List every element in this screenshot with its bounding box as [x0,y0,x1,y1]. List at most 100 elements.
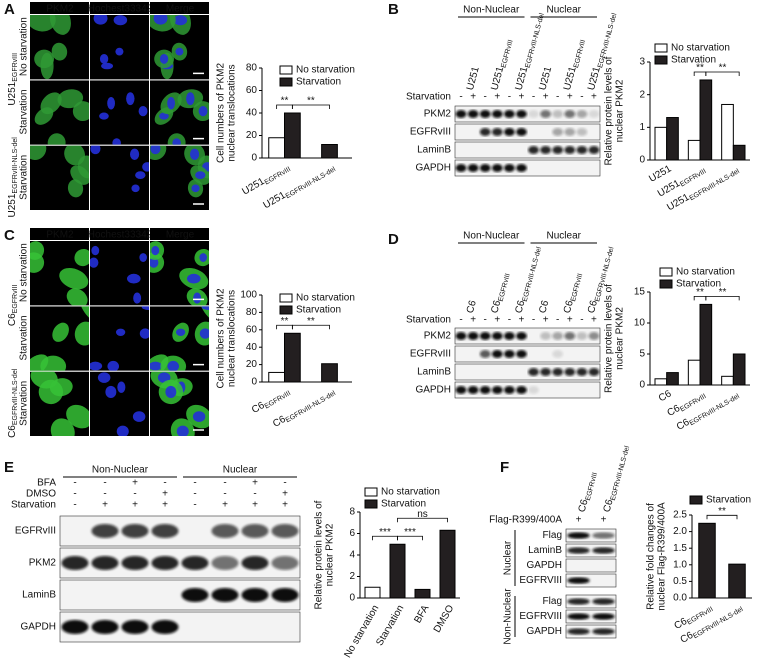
band-label: GAPDH [526,626,562,637]
channel-label: Hochest33342 [88,230,153,241]
micrograph [30,80,89,145]
x-tick-label-base: C6 [675,416,692,432]
treatment-sign: + [132,478,138,489]
channel-label: PKM2 [46,4,74,15]
x-tick-label-sub: EGFRvIII [679,168,707,188]
y-tick-label: 0 [251,153,257,164]
treatment-sign: + [494,92,500,103]
lane-label-base: C6 [576,498,590,514]
lane-label: C6EGFRvIII [576,470,599,513]
nucleus [157,372,171,383]
band [503,164,515,172]
treatment-sign: - [459,92,462,103]
band-label: PKM2 [424,331,452,342]
band [588,332,600,340]
cell [47,133,66,145]
nucleus [99,53,109,64]
treatment-sign: - [193,489,196,500]
y-tick-label: 3 [639,57,645,68]
band [479,128,491,136]
cell [50,418,75,436]
treatment-sign: - [580,92,583,103]
nucleus [139,253,147,262]
micrograph-bg [90,306,149,371]
condition-label: No starvation [19,17,30,76]
cell [30,15,56,32]
treatment-sign: - [73,500,76,511]
treatment-sign: + [519,92,525,103]
x-tick-label-base: U251 [261,189,288,211]
bar [666,372,679,386]
band [491,110,503,118]
band [467,386,479,394]
panel-label: F [500,459,509,476]
treatment-sign: + [470,92,476,103]
bar [732,144,746,161]
band [540,332,552,340]
channel-header [150,2,209,14]
band [588,146,600,154]
x-tick-label: C6EGFRvIII-NLS-del [271,385,337,430]
cell-line-label-base: U251 [7,81,18,105]
treatment-sign: + [591,92,597,103]
nucleus [167,96,175,110]
blot-strip [565,558,617,573]
x-tick-label-sub: EGFRvIII-NLS-del [285,166,338,200]
band [567,613,590,620]
cell-line-label: C6EGFRvIII [7,284,19,326]
band [503,110,515,118]
band [241,523,269,539]
band [564,146,576,154]
nucleus [115,47,124,56]
sig-bracket [291,104,330,109]
treatment-sign: - [532,92,535,103]
lane-label-sub: EGFRvIII [497,273,511,303]
bar [439,529,456,599]
band-label: Flag [543,530,562,541]
y-axis-label: nuclear translocations [227,64,238,161]
x-tick-label-base: U251 [240,176,267,198]
panel-label: C [4,227,15,244]
lane-label: U251EGFRvIII [562,38,587,92]
band-label: LaminB [417,367,451,378]
nucleus [151,245,160,256]
cell [57,89,84,109]
bar [414,588,431,599]
band [455,332,467,340]
micrograph [150,80,209,145]
lane-label: C6EGFRvIII [562,271,585,314]
channel-header [30,2,89,14]
legend-label: No starvation [676,267,735,278]
treatment-sign: - [223,489,226,500]
y-tick-label: 0.5 [673,576,687,587]
band [271,587,299,603]
y-tick-label: 8 [349,507,355,518]
legend-label: Starvation [296,305,341,316]
y-tick-label: 0 [639,380,645,391]
nucleus [97,372,111,383]
treatment-sign: - [484,92,487,103]
cell [51,42,68,61]
micrograph [150,15,209,80]
fraction-label: Nuclear [547,231,582,242]
nucleus [195,171,206,180]
band [479,110,491,118]
bar [389,543,406,599]
band [552,146,564,154]
y-tick-label: 15 [634,287,646,298]
band [503,332,515,340]
micrograph [90,15,149,80]
x-tick-label-sub: EGFRvIII [263,390,291,410]
y-tick-label: 40 [246,108,258,119]
bar [698,522,716,599]
band [151,523,179,539]
treatment-sign: - [193,500,196,511]
band [540,368,552,376]
treatment-label: Starvation [406,315,451,326]
lane-label: C6 [537,299,551,315]
micrograph [30,371,89,436]
channel-label: Merge [166,230,195,241]
micrograph-bg [90,15,149,80]
treatment-sign: + [162,500,168,511]
channel-label: PKM2 [46,230,74,241]
